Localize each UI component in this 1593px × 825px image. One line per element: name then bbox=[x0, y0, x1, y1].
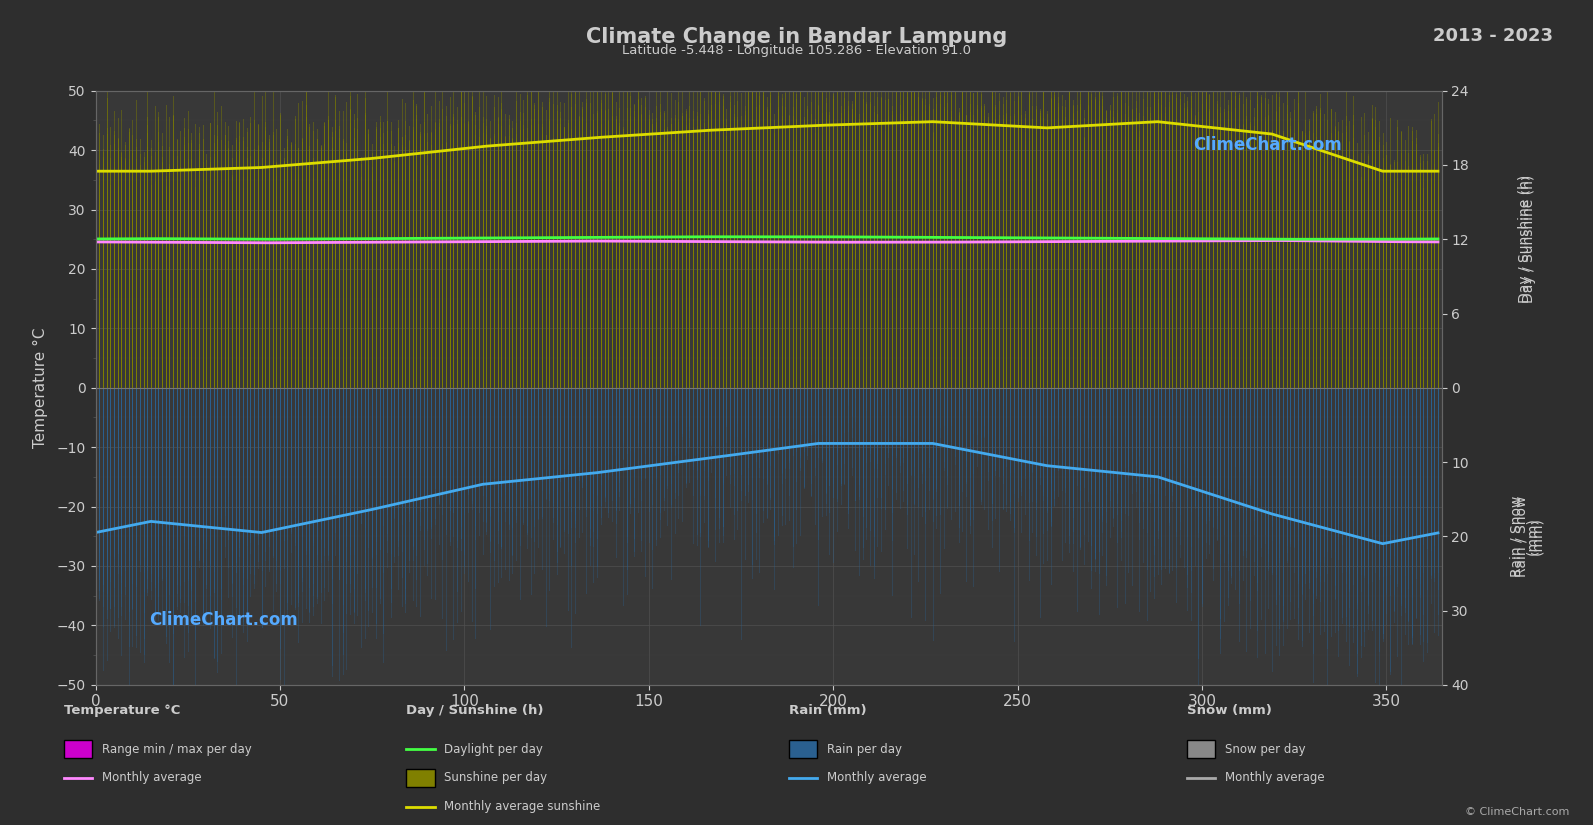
Text: Sunshine per day: Sunshine per day bbox=[444, 771, 548, 785]
Text: Monthly average: Monthly average bbox=[102, 771, 202, 785]
Text: ClimeChart.com: ClimeChart.com bbox=[1193, 136, 1341, 154]
Text: Snow per day: Snow per day bbox=[1225, 742, 1306, 756]
Text: Monthly average sunshine: Monthly average sunshine bbox=[444, 800, 601, 813]
Text: Monthly average: Monthly average bbox=[1225, 771, 1325, 785]
Text: Rain (mm): Rain (mm) bbox=[789, 704, 867, 717]
Text: Rain per day: Rain per day bbox=[827, 742, 902, 756]
Text: Day / Sunshine (h): Day / Sunshine (h) bbox=[406, 704, 543, 717]
Text: Monthly average: Monthly average bbox=[827, 771, 927, 785]
Y-axis label: Temperature °C: Temperature °C bbox=[33, 328, 48, 448]
Text: © ClimeChart.com: © ClimeChart.com bbox=[1464, 807, 1569, 817]
Text: ClimeChart.com: ClimeChart.com bbox=[150, 611, 298, 629]
Text: Snow (mm): Snow (mm) bbox=[1187, 704, 1271, 717]
Text: Day / Sunshine (h): Day / Sunshine (h) bbox=[1518, 175, 1531, 304]
Text: Range min / max per day: Range min / max per day bbox=[102, 742, 252, 756]
Text: 2013 - 2023: 2013 - 2023 bbox=[1434, 27, 1553, 45]
Text: Rain / Snow
(mm): Rain / Snow (mm) bbox=[1515, 496, 1544, 577]
Text: Latitude -5.448 - Longitude 105.286 - Elevation 91.0: Latitude -5.448 - Longitude 105.286 - El… bbox=[621, 44, 972, 57]
Text: Climate Change in Bandar Lampung: Climate Change in Bandar Lampung bbox=[586, 27, 1007, 47]
Text: Day / Sunshine (h): Day / Sunshine (h) bbox=[1523, 175, 1536, 304]
Text: Temperature °C: Temperature °C bbox=[64, 704, 180, 717]
Text: Rain / Snow
(mm): Rain / Snow (mm) bbox=[1510, 496, 1539, 577]
Text: Daylight per day: Daylight per day bbox=[444, 742, 543, 756]
